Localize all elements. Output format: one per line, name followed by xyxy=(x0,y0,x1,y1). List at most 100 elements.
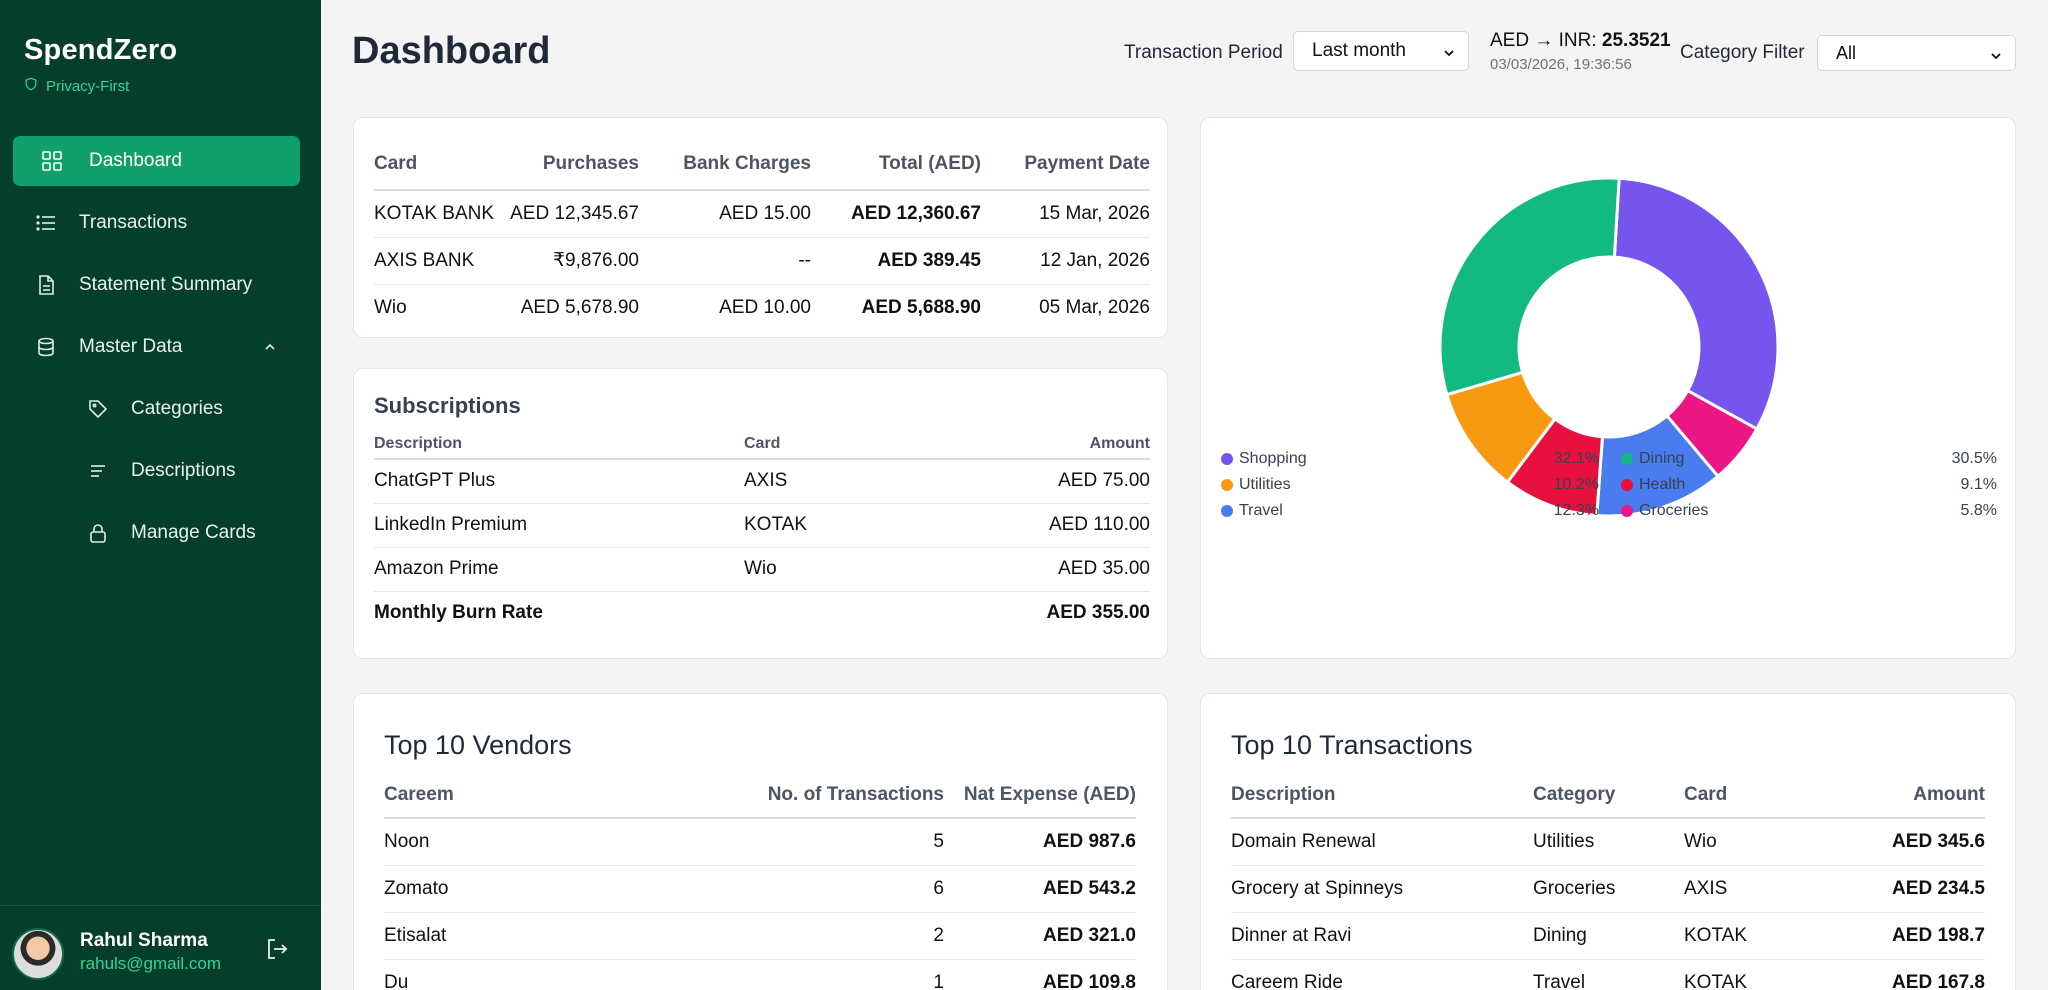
legend-item-utilities[interactable]: Utilities xyxy=(1221,476,1291,494)
transaction-count: 5 xyxy=(684,818,944,866)
legend-label: Groceries xyxy=(1639,502,1709,519)
table-row[interactable]: Wio AED 5,678.90 AED 10.00 AED 5,688.90 … xyxy=(374,284,1150,331)
donut-slice-shopping[interactable] xyxy=(1612,176,1780,431)
transaction-count: 2 xyxy=(684,912,944,960)
table-row[interactable]: LinkedIn Premium KOTAK AED 110.00 xyxy=(374,503,1150,548)
tagline-text: Privacy-First xyxy=(46,77,130,95)
fx-rate: AED → INR: 25.3521 xyxy=(1490,30,1671,52)
col-header: Description xyxy=(374,429,744,460)
period-select[interactable]: Last month xyxy=(1293,31,1469,71)
chevron-down-icon xyxy=(1442,44,1456,58)
logout-icon[interactable] xyxy=(264,936,290,962)
transaction-amount: AED 345.6 xyxy=(1834,818,1985,866)
col-header: Card xyxy=(1684,772,1834,819)
bank-charges: AED 10.00 xyxy=(719,296,811,318)
table-row[interactable]: AXIS BANK ₹9,876.00 -- AED 389.45 12 Jan… xyxy=(374,237,1150,285)
transaction-category: Travel xyxy=(1533,959,1684,990)
sidebar-item-label: Master Data xyxy=(79,336,183,357)
payment-date: 15 Mar, 2026 xyxy=(981,190,1150,238)
legend-swatch xyxy=(1221,453,1233,465)
col-header: Description xyxy=(1231,772,1533,819)
legend-item-dining[interactable]: Dining xyxy=(1621,450,1684,468)
text-lines-icon xyxy=(87,460,109,482)
table-row[interactable]: Noon 5 AED 987.6 xyxy=(384,818,1136,866)
sidebar-nav: Dashboard Transactions Statement Summary… xyxy=(13,136,300,570)
transaction-card: KOTAK xyxy=(1684,912,1834,960)
legend-swatch xyxy=(1221,479,1233,491)
transaction-description: Grocery at Spinneys xyxy=(1231,865,1533,913)
avatar[interactable] xyxy=(12,928,64,980)
purchases: AED 5,678.90 xyxy=(520,296,639,318)
table-row[interactable]: Careem Ride Travel KOTAK AED 167.8 xyxy=(1231,959,1985,990)
subscription-card: KOTAK xyxy=(744,503,898,548)
legend-item-travel[interactable]: Travel xyxy=(1221,502,1283,520)
top-vendors-title: Top 10 Vendors xyxy=(384,730,572,760)
table-row[interactable]: KOTAK BANK AED 12,345.67 AED 15.00 AED 1… xyxy=(374,190,1150,238)
legend-item-health[interactable]: Health xyxy=(1621,476,1685,494)
subscriptions-title: Subscriptions xyxy=(374,393,521,418)
table-row[interactable]: Domain Renewal Utilities Wio AED 345.6 xyxy=(1231,818,1985,866)
sidebar-item-label: Dashboard xyxy=(89,150,182,171)
top-transactions-table: Description Category Card Amount Domain … xyxy=(1231,772,1985,990)
total: AED 5,688.90 xyxy=(861,296,981,318)
transaction-count: 1 xyxy=(684,959,944,990)
sidebar-item-label: Categories xyxy=(131,398,223,419)
col-header: No. of Transactions xyxy=(684,772,944,819)
transaction-count: 6 xyxy=(684,865,944,913)
shield-icon xyxy=(24,77,38,95)
legend-item-shopping[interactable]: Shopping xyxy=(1221,450,1307,468)
card-name: Wio xyxy=(374,296,407,318)
period-select-value: Last month xyxy=(1312,40,1406,61)
table-row[interactable]: Dinner at Ravi Dining KOTAK AED 198.7 xyxy=(1231,912,1985,960)
subscription-amount: AED 35.00 xyxy=(897,547,1150,592)
transaction-card: KOTAK xyxy=(1684,959,1834,990)
legend-item-groceries[interactable]: Groceries xyxy=(1621,502,1708,520)
legend-percent: 30.5% xyxy=(1951,450,1997,467)
legend-percent: 5.8% xyxy=(1960,502,1997,519)
category-filter-select[interactable]: All xyxy=(1817,35,2016,71)
vendor-name: Du xyxy=(384,959,684,990)
list-icon xyxy=(35,212,57,234)
sidebar-item-dashboard[interactable]: Dashboard xyxy=(13,136,300,186)
sidebar-item-master-data[interactable]: Master Data xyxy=(13,322,300,372)
vendor-name: Zomato xyxy=(384,865,684,913)
transaction-amount: AED 167.8 xyxy=(1834,959,1985,990)
vendor-expense: AED 109.8 xyxy=(944,959,1136,990)
user-profile: Rahul Sharma rahuls@gmail.com xyxy=(0,905,321,990)
category-filter-label: Category Filter xyxy=(1680,42,1805,63)
brand-tagline: Privacy-First xyxy=(24,77,177,95)
sidebar-item-transactions[interactable]: Transactions xyxy=(13,198,300,248)
subscriptions-panel: Subscriptions Description Card Amount Ch… xyxy=(353,368,1168,659)
subscription-amount: AED 75.00 xyxy=(897,459,1150,504)
sidebar-item-statement-summary[interactable]: Statement Summary xyxy=(13,260,300,310)
legend-percent: 32.1% xyxy=(1553,450,1599,467)
sidebar-item-manage-cards[interactable]: Manage Cards xyxy=(49,508,300,558)
legend-swatch xyxy=(1621,505,1633,517)
table-row[interactable]: Zomato 6 AED 543.2 xyxy=(384,865,1136,913)
lock-icon xyxy=(87,522,109,544)
table-row[interactable]: Grocery at Spinneys Groceries AXIS AED 234.… xyxy=(1231,865,1985,913)
page-title: Dashboard xyxy=(352,30,551,72)
category-donut-chart xyxy=(1438,176,1780,518)
subscription-card: AXIS xyxy=(744,459,898,504)
brand: SpendZero Privacy-First xyxy=(24,34,177,95)
table-row[interactable]: Etisalat 2 AED 321.0 xyxy=(384,912,1136,960)
sidebar-item-label: Manage Cards xyxy=(131,522,256,543)
transaction-card: Wio xyxy=(1684,818,1834,866)
table-row[interactable]: Du 1 AED 109.8 xyxy=(384,959,1136,990)
burn-rate-value: AED 355.00 xyxy=(1046,602,1150,624)
category-chart-panel: Shopping 32.1% Dining 30.5% Utilities 10.2% He… xyxy=(1200,117,2016,659)
col-header: Category xyxy=(1533,772,1684,819)
payment-date: 12 Jan, 2026 xyxy=(981,237,1150,285)
sidebar-item-descriptions[interactable]: Descriptions xyxy=(49,446,300,496)
table-row[interactable]: ChatGPT Plus AXIS AED 75.00 xyxy=(374,459,1150,504)
col-header: Amount xyxy=(1834,772,1985,819)
bank-charges: AED 15.00 xyxy=(639,190,811,238)
table-row[interactable]: Amazon Prime Wio AED 35.00 xyxy=(374,547,1150,592)
sidebar-item-label: Descriptions xyxy=(131,460,236,481)
chevron-up-icon[interactable] xyxy=(262,339,278,355)
col-header: Card xyxy=(374,138,504,191)
donut-slice-dining[interactable] xyxy=(1438,176,1621,397)
legend-label: Travel xyxy=(1239,502,1283,519)
sidebar-item-categories[interactable]: Categories xyxy=(49,384,300,434)
